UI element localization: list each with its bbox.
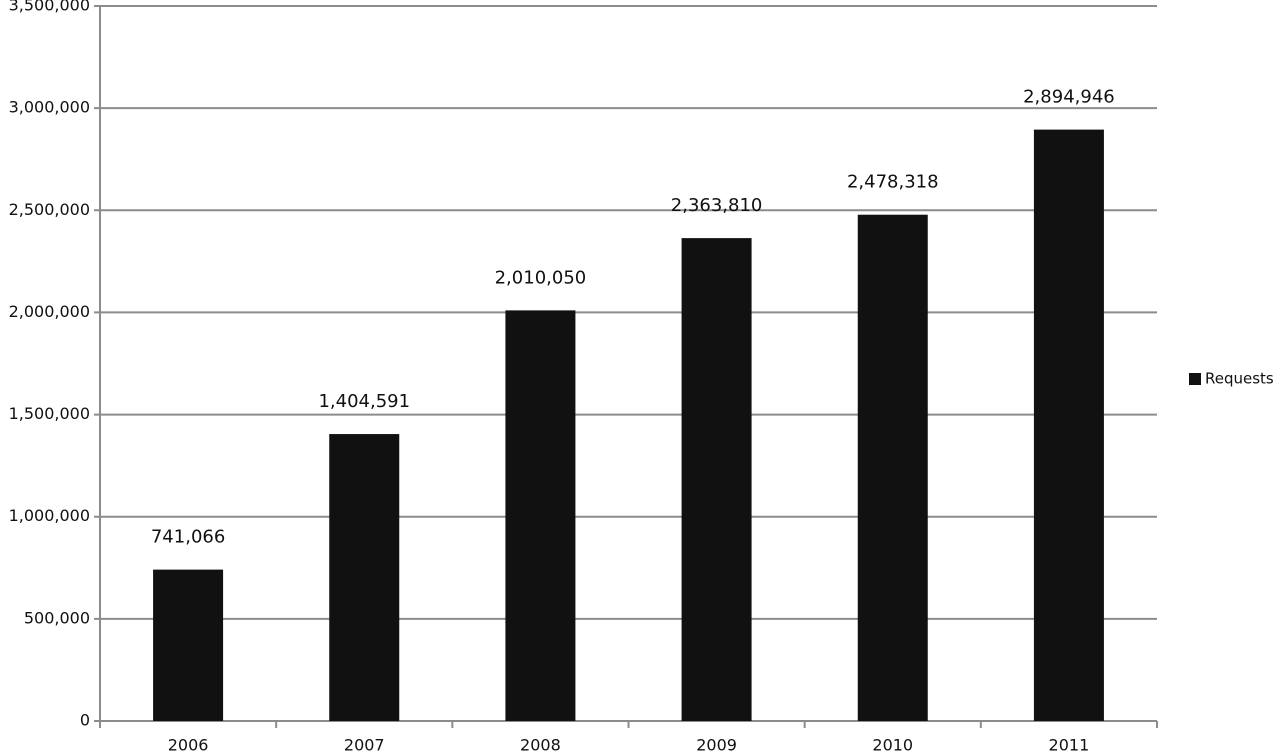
bar (505, 310, 576, 721)
value-label: 2,010,050 (495, 267, 587, 288)
y-tick-label: 2,000,000 (9, 302, 90, 321)
bar (329, 434, 400, 721)
bar (1033, 129, 1104, 721)
y-tick-label: 500,000 (24, 608, 90, 627)
x-tick-label: 2011 (1049, 736, 1090, 754)
legend-label: Requests (1205, 370, 1274, 388)
value-label: 2,363,810 (671, 195, 763, 216)
value-label: 2,894,946 (1023, 87, 1115, 108)
x-tick-label: 2006 (168, 736, 209, 754)
x-tick-label: 2008 (520, 736, 561, 754)
value-label: 741,066 (151, 527, 225, 548)
bar (153, 569, 224, 721)
y-tick-label: 2,500,000 (9, 200, 90, 219)
value-label: 1,404,591 (318, 391, 410, 412)
bar (681, 238, 752, 721)
y-tick-label: 3,000,000 (9, 98, 90, 117)
x-tick-label: 2010 (872, 736, 913, 754)
y-tick-label: 3,500,000 (9, 0, 90, 15)
bar (857, 214, 928, 722)
y-tick-label: 0 (80, 711, 90, 730)
legend-swatch (1189, 373, 1201, 385)
y-tick-label: 1,000,000 (9, 506, 90, 525)
y-tick-label: 1,500,000 (9, 404, 90, 423)
x-tick-label: 2009 (696, 736, 737, 754)
value-label: 2,478,318 (847, 172, 939, 193)
x-tick-label: 2007 (344, 736, 385, 754)
